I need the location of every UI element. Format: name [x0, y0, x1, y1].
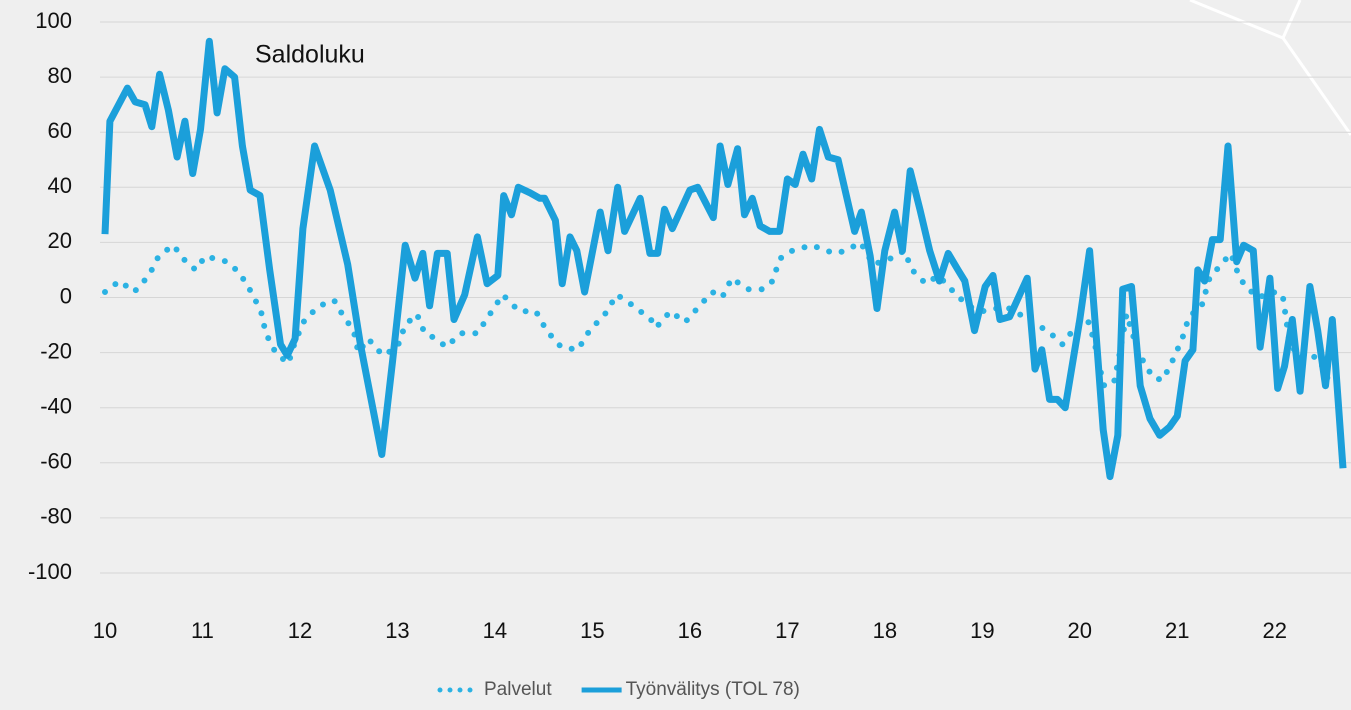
y-tick-label: 80 — [48, 63, 72, 88]
legend-label: Palvelut — [484, 679, 552, 700]
y-tick-label: -40 — [40, 394, 72, 419]
legend: Palvelut Työnvälitys (TOL 78) — [437, 679, 800, 700]
annotation: Saldoluku — [255, 41, 365, 69]
decor-line — [1189, 0, 1302, 40]
decoration — [1189, 0, 1351, 136]
y-tick-label: 0 — [60, 283, 72, 308]
y-tick-label: -60 — [40, 449, 72, 474]
x-tick-label: 14 — [483, 618, 507, 643]
x-tick-label: 20 — [1068, 618, 1092, 643]
x-tick-label: 13 — [385, 618, 409, 643]
x-tick-label: 16 — [678, 618, 702, 643]
x-tick-label: 11 — [191, 618, 214, 643]
legend-label: Työnvälitys (TOL 78) — [626, 679, 800, 700]
y-tick-label: -100 — [28, 559, 72, 584]
x-tick-label: 15 — [580, 618, 604, 643]
y-tick-label: -20 — [40, 338, 72, 363]
series-line — [101, 37, 1347, 481]
x-tick-label: 17 — [775, 618, 799, 643]
y-tick-label: 40 — [48, 173, 72, 198]
y-tick-label: 20 — [48, 228, 72, 253]
x-tick-label: 19 — [970, 618, 994, 643]
series-line — [102, 239, 1332, 389]
x-tick-label: 18 — [873, 618, 897, 643]
y-tick-label: 100 — [35, 8, 72, 33]
x-tick-label: 10 — [93, 618, 117, 643]
x-tick-label: 12 — [288, 618, 312, 643]
x-tick-label: 21 — [1165, 618, 1189, 643]
y-tick-label: -80 — [40, 504, 72, 529]
y-tick-label: 60 — [48, 118, 72, 143]
decor-line — [1281, 37, 1351, 136]
x-tick-label: 22 — [1263, 618, 1287, 643]
